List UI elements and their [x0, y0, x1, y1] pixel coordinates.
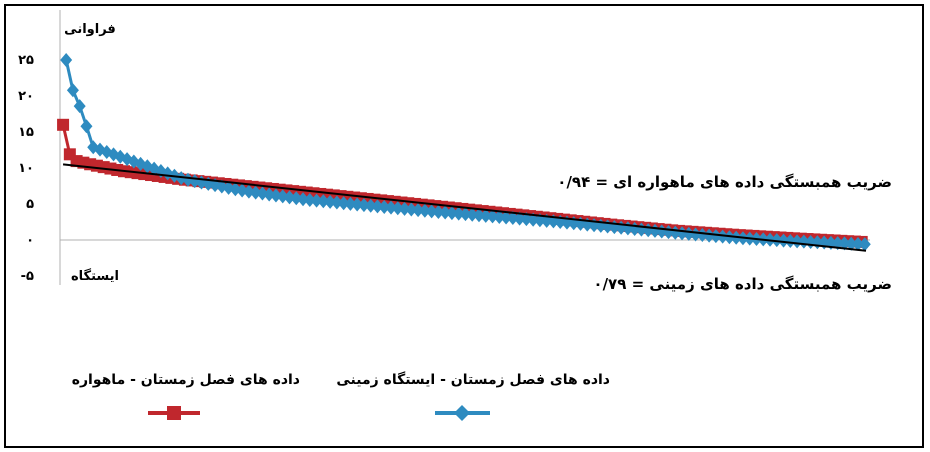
y-tick-label: ۱۰ — [18, 161, 34, 176]
x-axis-label: ایستگاه — [71, 268, 119, 284]
series-point-1 — [67, 83, 79, 97]
legend-marker — [454, 405, 470, 421]
y-axis-label: فراوانی — [64, 22, 116, 37]
series-point-1 — [80, 119, 92, 133]
y-tick-label: ۵ — [26, 197, 34, 212]
y-tick-label: -۵ — [21, 269, 34, 284]
legend-label: داده های فصل زمستان - ماهواره — [72, 372, 300, 388]
series-point-1 — [60, 53, 72, 67]
satellite-correlation-annotation: ضریب همبستگی داده های ماهواره ای = ۰/۹۴ — [557, 173, 892, 191]
ground-correlation-annotation: ضریب همبستگی داده های زمینی = ۰/۷۹ — [593, 275, 892, 293]
y-tick-label: ۰ — [26, 233, 34, 248]
series-point-1 — [74, 99, 86, 113]
y-tick-label: ۲۰ — [18, 89, 34, 104]
y-tick-label: ۱۵ — [18, 125, 34, 140]
y-tick-label: ۲۵ — [18, 53, 34, 68]
legend-marker — [167, 406, 181, 420]
legend-label: داده های فصل زمستان - ایستگاه زمینی — [336, 371, 610, 388]
series-point-0 — [57, 119, 69, 131]
